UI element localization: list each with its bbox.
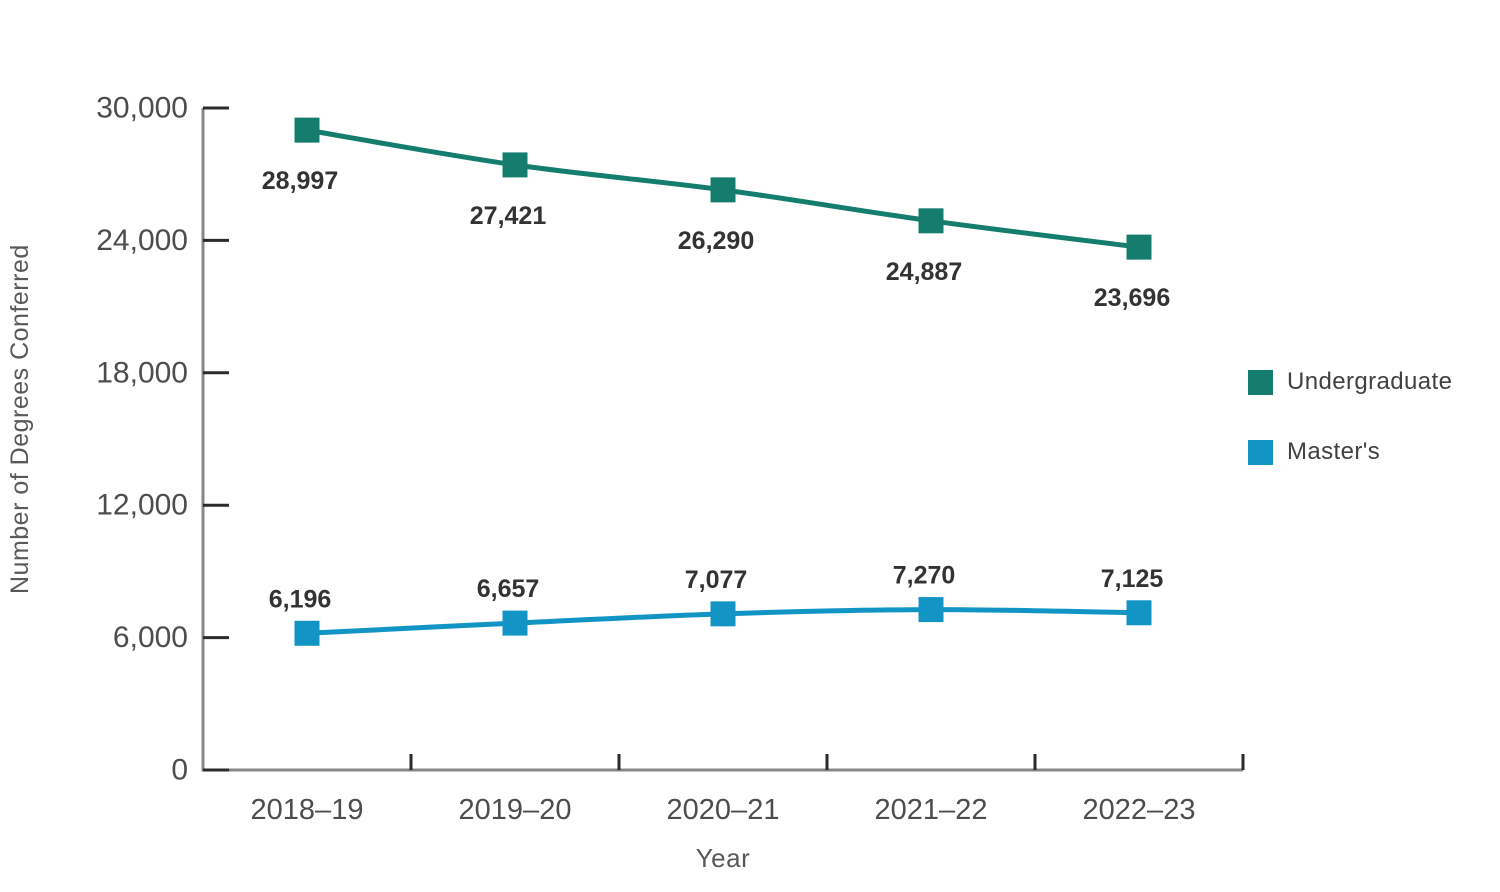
legend-label-masters: Master's: [1287, 438, 1381, 465]
data-marker-undergraduate: [294, 117, 320, 143]
y-tick-label: 24,000: [96, 224, 188, 257]
x-tick-label: 2019–20: [459, 794, 572, 826]
legend-item-undergraduate: Undergraduate: [1248, 368, 1452, 396]
data-label-undergraduate: 26,290: [678, 227, 754, 255]
data-label-undergraduate: 27,421: [470, 202, 547, 230]
data-marker-masters: [1126, 600, 1152, 626]
data-label-undergraduate: 28,997: [262, 167, 338, 195]
data-marker-masters: [710, 601, 736, 627]
legend-item-masters: Master's: [1248, 438, 1452, 466]
chart-legend: Undergraduate Master's: [1248, 368, 1452, 466]
data-label-masters: 7,125: [1101, 565, 1164, 593]
data-label-undergraduate: 24,887: [886, 258, 962, 286]
data-label-masters: 7,077: [685, 566, 748, 594]
data-marker-masters: [294, 620, 320, 646]
y-tick-label: 12,000: [96, 489, 188, 522]
data-label-masters: 7,270: [893, 562, 956, 590]
x-tick-label: 2021–22: [875, 794, 988, 826]
data-marker-undergraduate: [1126, 234, 1152, 260]
y-axis-title: Number of Degrees Conferred: [6, 244, 34, 594]
x-tick-label: 2020–21: [667, 794, 780, 826]
data-marker-undergraduate: [710, 177, 736, 203]
legend-label-undergraduate: Undergraduate: [1287, 368, 1453, 395]
x-tick-label: 2018–19: [251, 794, 364, 826]
data-marker-masters: [918, 597, 944, 623]
data-label-masters: 6,657: [477, 575, 540, 603]
legend-swatch-masters: [1248, 439, 1273, 465]
data-marker-undergraduate: [918, 208, 944, 234]
legend-swatch-undergraduate: [1248, 369, 1273, 395]
data-marker-undergraduate: [502, 152, 528, 178]
data-marker-masters: [502, 610, 528, 636]
y-tick-label: 0: [171, 754, 188, 787]
y-tick-label: 6,000: [113, 621, 188, 654]
data-label-undergraduate: 23,696: [1094, 284, 1170, 312]
x-axis-title: Year: [695, 843, 751, 873]
y-tick-label: 30,000: [96, 92, 188, 125]
y-tick-label: 18,000: [96, 356, 188, 389]
data-label-masters: 6,196: [269, 585, 332, 613]
x-tick-label: 2022–23: [1083, 794, 1196, 826]
